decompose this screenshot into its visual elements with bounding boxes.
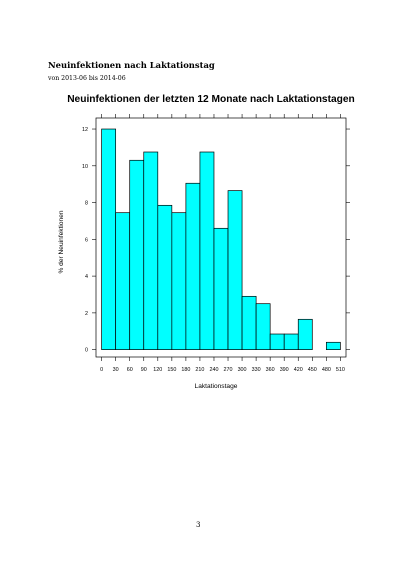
y-tick-label: 8 bbox=[85, 201, 88, 207]
document-title: Neuinfektionen nach Laktationstag bbox=[48, 60, 215, 70]
x-tick-label: 420 bbox=[294, 367, 303, 373]
histogram-bar bbox=[255, 303, 271, 350]
y-tick-label: 12 bbox=[82, 127, 88, 133]
histogram-bar bbox=[325, 341, 341, 350]
histogram-bar bbox=[129, 159, 145, 350]
histogram-bar bbox=[269, 333, 285, 350]
y-tick-label: 0 bbox=[85, 348, 88, 354]
y-tick-label: 10 bbox=[82, 164, 88, 170]
x-tick-label: 120 bbox=[153, 367, 162, 373]
document-subtitle: von 2013-06 bis 2014-06 bbox=[48, 75, 126, 82]
plot-frame bbox=[95, 117, 347, 358]
x-axis: 0 30 60 90 120 150 180 210 240 270 300 330 360 390 420… bbox=[100, 114, 345, 373]
y-tick-label: 6 bbox=[85, 237, 88, 243]
y-axis: 0 2 4 6 8 10 12 bbox=[82, 127, 350, 354]
histogram-bar bbox=[213, 227, 229, 350]
histogram-bar bbox=[241, 295, 257, 350]
x-tick-label: 270 bbox=[224, 367, 233, 373]
page-number: 3 bbox=[196, 521, 201, 529]
y-axis-label: % der Neuinfektionen bbox=[58, 210, 65, 273]
x-tick-label: 450 bbox=[308, 367, 317, 373]
x-tick-label: 180 bbox=[181, 367, 190, 373]
y-tick-label: 2 bbox=[85, 311, 88, 317]
histogram-bar bbox=[101, 128, 117, 350]
x-tick-label: 30 bbox=[113, 367, 119, 373]
x-tick-label: 0 bbox=[100, 367, 103, 373]
y-tick-label: 4 bbox=[85, 274, 88, 280]
histogram-bar bbox=[297, 318, 313, 350]
bars-group bbox=[101, 128, 341, 350]
x-tick-label: 360 bbox=[266, 367, 275, 373]
x-axis-label: Laktationstage bbox=[195, 383, 238, 390]
x-tick-label: 60 bbox=[127, 367, 133, 373]
x-tick-label: 90 bbox=[141, 367, 147, 373]
histogram-bar bbox=[157, 204, 173, 350]
histogram-bar bbox=[171, 212, 187, 350]
histogram-bar bbox=[227, 190, 243, 350]
histogram-bar bbox=[143, 151, 159, 350]
histogram-bar bbox=[199, 151, 215, 350]
x-tick-label: 210 bbox=[195, 367, 204, 373]
x-tick-label: 300 bbox=[238, 367, 247, 373]
x-tick-label: 150 bbox=[167, 367, 176, 373]
chart-title: Neuinfektionen der letzten 12 Monate nac… bbox=[67, 94, 355, 105]
histogram-bar bbox=[283, 333, 299, 350]
x-tick-label: 480 bbox=[322, 367, 331, 373]
x-tick-label: 330 bbox=[252, 367, 261, 373]
x-tick-label: 240 bbox=[209, 367, 218, 373]
x-tick-label: 510 bbox=[336, 367, 345, 373]
histogram-bar bbox=[115, 212, 131, 350]
x-tick-label: 390 bbox=[280, 367, 289, 373]
histogram-bar bbox=[185, 182, 201, 350]
